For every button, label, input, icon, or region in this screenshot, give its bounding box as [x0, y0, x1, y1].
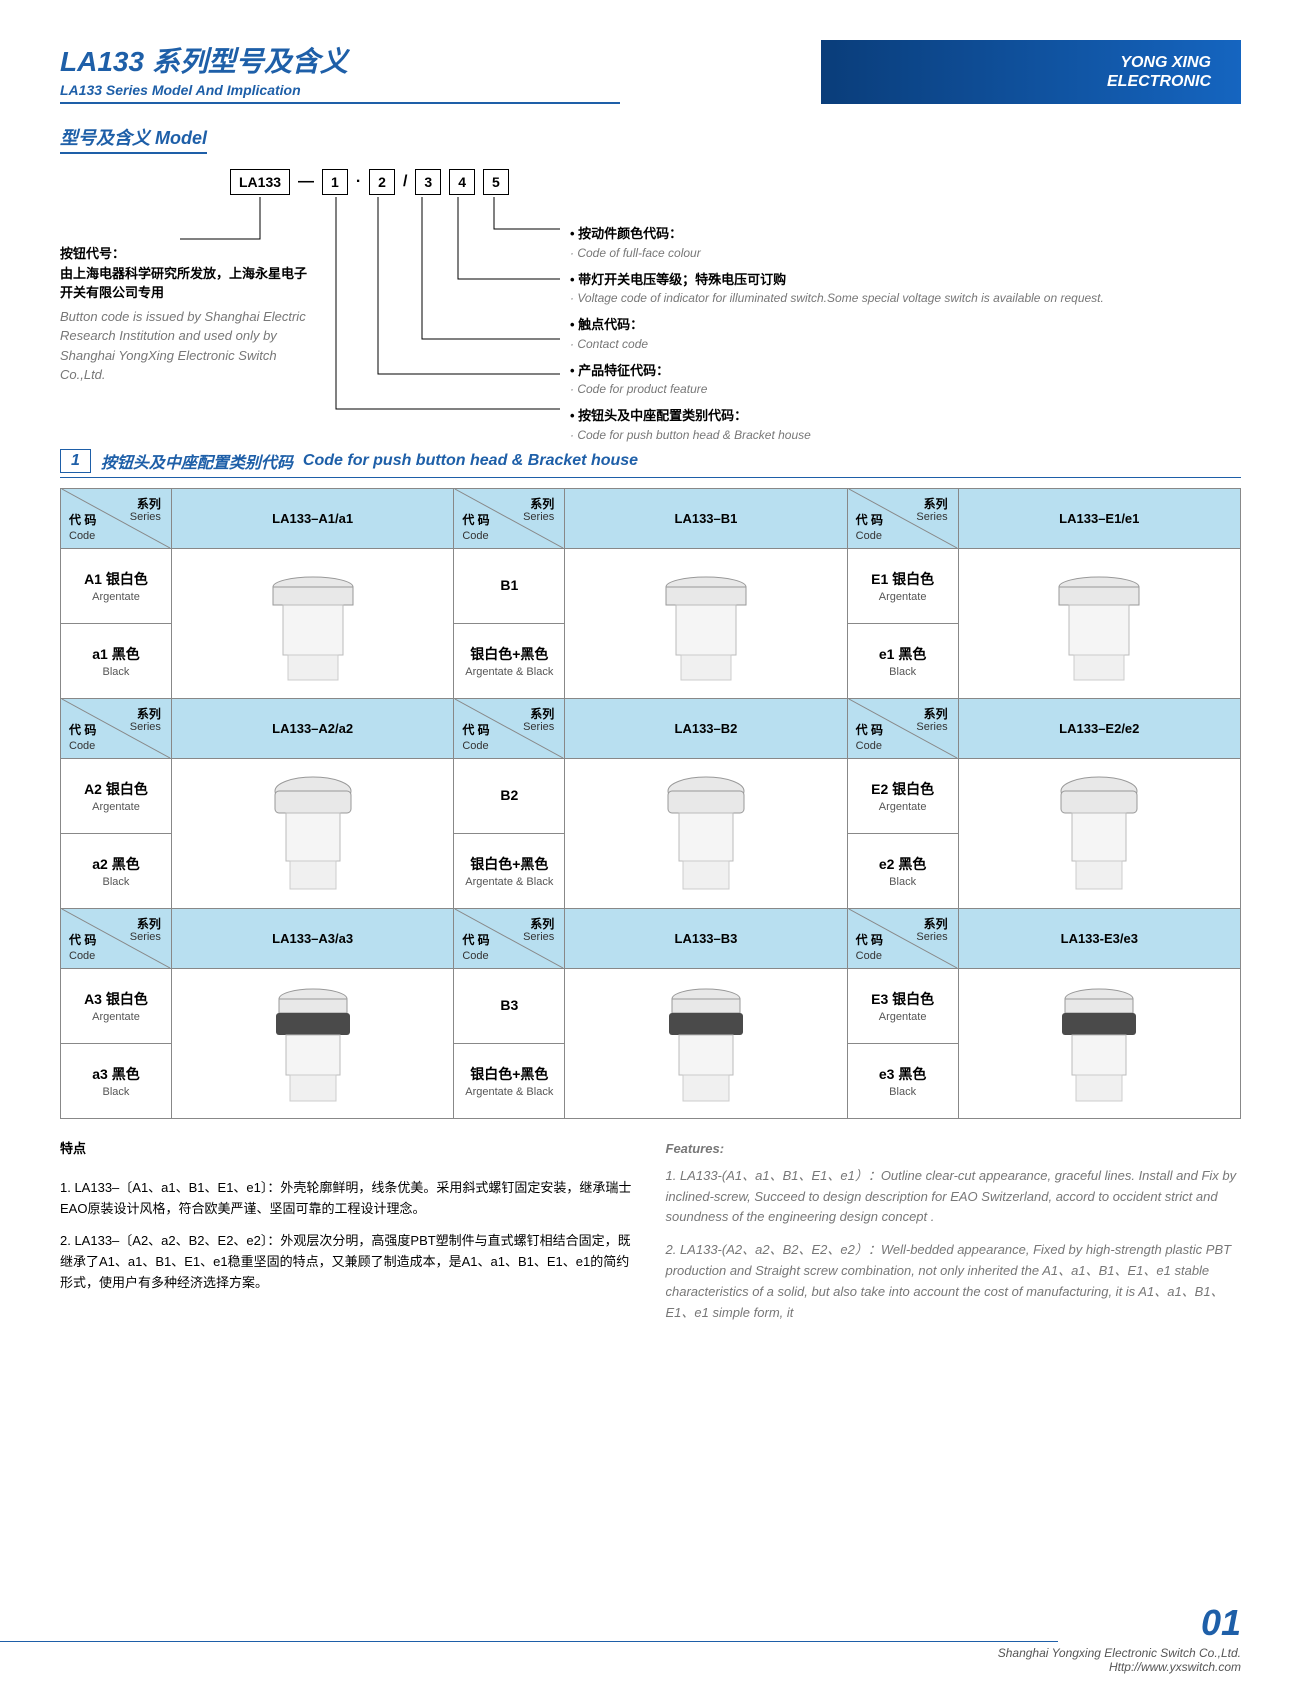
- r5-en: · Code for push button head & Bracket ho…: [570, 426, 1104, 444]
- table-hdr-cell: 系列Series 代 码Code: [61, 699, 172, 759]
- variant-label: a3 黑色Black: [61, 1044, 172, 1119]
- variant-label: a2 黑色Black: [61, 834, 172, 909]
- title-block: LA133 系列型号及含义 LA133 Series Model And Imp…: [60, 40, 821, 104]
- table-hdr-cell: 系列Series 代 码Code: [454, 909, 565, 969]
- brand-line2: ELECTRONIC: [1107, 72, 1211, 91]
- variant-label: e2 黑色Black: [847, 834, 958, 909]
- r3-cn: • 触点代码：: [570, 315, 1104, 335]
- section1-header: 1 按钮头及中座配置类别代码 Code for push button head…: [60, 449, 1241, 473]
- model-section: 型号及含义 Model LA133 — 1 · 2 / 3 4 5: [60, 124, 1241, 439]
- product-image-cell: [958, 969, 1240, 1119]
- push-button-icon: [248, 559, 378, 689]
- title-cn: LA133 系列型号及含义: [60, 40, 821, 80]
- feat-en1: 1. LA133-(A1、a1、B1、E1、e1）：Outline clear-…: [666, 1166, 1242, 1228]
- variant-label: A2 银白色Argentate: [61, 759, 172, 834]
- legend-left-cn1: 按钮代号：: [60, 244, 310, 264]
- features-hdr-cn: 特点: [60, 1139, 86, 1160]
- feat-cn2: 2. LA133–〔A2、a2、B2、E2、e2〕：外观层次分明，高强度PBT塑…: [60, 1231, 636, 1293]
- push-button-icon: [641, 769, 771, 899]
- push-button-icon: [641, 979, 771, 1109]
- page-number: 01: [1201, 1602, 1241, 1644]
- model-cell: LA133–E2/e2: [958, 699, 1240, 759]
- r2-cn: • 带灯开关电压等级；特殊电压可订购: [570, 270, 1104, 290]
- r4-cn: • 产品特征代码：: [570, 361, 1104, 381]
- r1-en: · Code of full-face colour: [570, 244, 1104, 262]
- title-en: LA133 Series Model And Implication: [60, 82, 821, 98]
- model-cell: LA133–B3: [565, 909, 847, 969]
- push-button-icon: [248, 769, 378, 899]
- variant-label: 银白色+黑色Argentate & Black: [454, 624, 565, 699]
- legend-left: 按钮代号： 由上海电器科学研究所发放，上海永星电子开关有限公司专用 Button…: [60, 244, 310, 385]
- model-cell: LA133–A2/a2: [171, 699, 453, 759]
- table-hdr-cell: 系列Series 代 码Code: [454, 489, 565, 549]
- features-en: Features: 1. LA133-(A1、a1、B1、E1、e1）：Outl…: [666, 1139, 1242, 1335]
- product-image-cell: [565, 549, 847, 699]
- section1-title-en: Code for push button head & Bracket hous…: [303, 452, 638, 470]
- footer-company: Shanghai Yongxing Electronic Switch Co.,…: [998, 1646, 1241, 1660]
- push-button-icon: [1034, 769, 1164, 899]
- product-table: 系列Series 代 码Code LA133–A1/a1 系列Series 代 …: [60, 488, 1241, 1119]
- table-hdr-cell: 系列Series 代 码Code: [61, 909, 172, 969]
- r4-en: · Code for product feature: [570, 380, 1104, 398]
- model-cell: LA133–E1/e1: [958, 489, 1240, 549]
- section1-num: 1: [60, 449, 91, 473]
- variant-label: A1 银白色Argentate: [61, 549, 172, 624]
- legend-left-cn2: 由上海电器科学研究所发放，上海永星电子开关有限公司专用: [60, 264, 310, 303]
- product-image-cell: [565, 969, 847, 1119]
- brand-bar: YONG XING ELECTRONIC: [821, 40, 1241, 104]
- variant-label: 银白色+黑色Argentate & Black: [454, 1044, 565, 1119]
- product-image-cell: [958, 759, 1240, 909]
- model-diagram: LA133 — 1 · 2 / 3 4 5 按钮代号： 由上海电器科学研究所: [60, 169, 1241, 439]
- model-cell: LA133-E3/e3: [958, 909, 1240, 969]
- push-button-icon: [641, 559, 771, 689]
- footer: Shanghai Yongxing Electronic Switch Co.,…: [998, 1641, 1241, 1674]
- table-hdr-cell: 系列Series 代 码Code: [847, 699, 958, 759]
- features-hdr-en: Features:: [666, 1139, 1242, 1160]
- footer-url: Http://www.yxswitch.com: [998, 1660, 1241, 1674]
- variant-label: E1 银白色Argentate: [847, 549, 958, 624]
- variant-label: 银白色+黑色Argentate & Black: [454, 834, 565, 909]
- features: 特点 1. LA133–〔A1、a1、B1、E1、e1〕：外壳轮廓鲜明，线条优美…: [60, 1139, 1241, 1335]
- variant-label: B1: [454, 549, 565, 624]
- model-cell: LA133–B1: [565, 489, 847, 549]
- r1-cn: • 按动件颜色代码：: [570, 224, 1104, 244]
- push-button-icon: [1034, 559, 1164, 689]
- legend-right: • 按动件颜色代码：· Code of full-face colour • 带…: [570, 224, 1104, 452]
- model-cell: LA133–B2: [565, 699, 847, 759]
- section1-title-cn: 按钮头及中座配置类别代码: [101, 449, 293, 473]
- feat-en2: 2. LA133-(A2、a2、B2、E2、e2）：Well-bedded ap…: [666, 1240, 1242, 1323]
- table-hdr-cell: 系列Series 代 码Code: [61, 489, 172, 549]
- variant-label: A3 银白色Argentate: [61, 969, 172, 1044]
- table-hdr-cell: 系列Series 代 码Code: [847, 909, 958, 969]
- variant-label: e3 黑色Black: [847, 1044, 958, 1119]
- variant-label: B2: [454, 759, 565, 834]
- section1-underline: [60, 477, 1241, 478]
- legend-left-en: Button code is issued by Shanghai Electr…: [60, 307, 310, 385]
- model-cell: LA133–A3/a3: [171, 909, 453, 969]
- table-hdr-cell: 系列Series 代 码Code: [454, 699, 565, 759]
- variant-label: e1 黑色Black: [847, 624, 958, 699]
- r2-en: · Voltage code of indicator for illumina…: [570, 289, 1104, 307]
- push-button-icon: [248, 979, 378, 1109]
- product-image-cell: [171, 759, 453, 909]
- features-cn: 特点 1. LA133–〔A1、a1、B1、E1、e1〕：外壳轮廓鲜明，线条优美…: [60, 1139, 636, 1335]
- model-cell: LA133–A1/a1: [171, 489, 453, 549]
- table-hdr-cell: 系列Series 代 码Code: [847, 489, 958, 549]
- r5-cn: • 按钮头及中座配置类别代码：: [570, 406, 1104, 426]
- product-image-cell: [171, 549, 453, 699]
- model-section-title: 型号及含义 Model: [60, 124, 207, 154]
- product-image-cell: [565, 759, 847, 909]
- product-image-cell: [958, 549, 1240, 699]
- variant-label: B3: [454, 969, 565, 1044]
- feat-cn1: 1. LA133–〔A1、a1、B1、E1、e1〕：外壳轮廓鲜明，线条优美。采用…: [60, 1178, 636, 1220]
- variant-label: a1 黑色Black: [61, 624, 172, 699]
- title-underline: [60, 102, 620, 104]
- product-image-cell: [171, 969, 453, 1119]
- brand-line1: YONG XING: [1120, 53, 1211, 72]
- header: LA133 系列型号及含义 LA133 Series Model And Imp…: [60, 40, 1241, 104]
- push-button-icon: [1034, 979, 1164, 1109]
- variant-label: E3 银白色Argentate: [847, 969, 958, 1044]
- r3-en: · Contact code: [570, 335, 1104, 353]
- variant-label: E2 银白色Argentate: [847, 759, 958, 834]
